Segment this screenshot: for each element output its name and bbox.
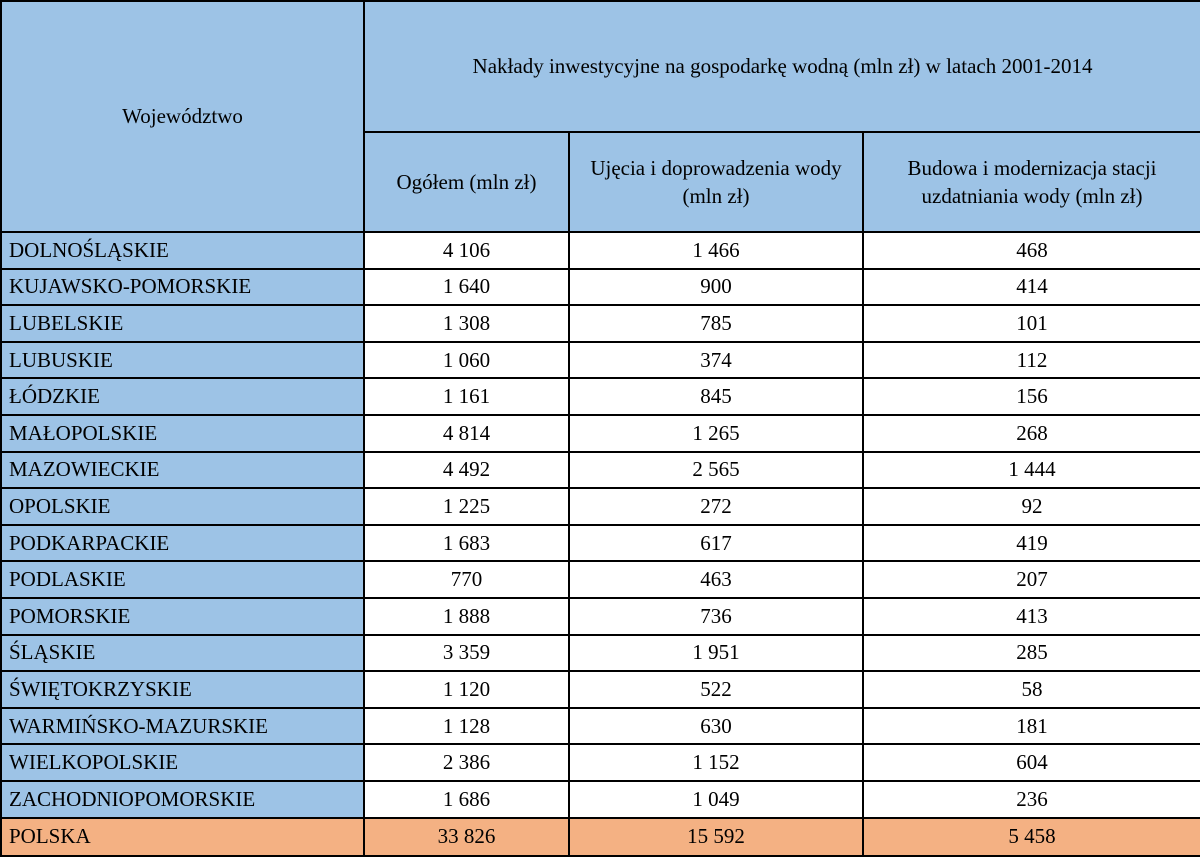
group-header-cell: Nakłady inwestycyjne na gospodarkę wodną… <box>362 0 1200 133</box>
table-body: DOLNOŚLĄSKIE 4 106 1 466 468 KUJAWSKO-PO… <box>0 231 1200 819</box>
value-intake: 1 466 <box>568 231 864 270</box>
table-row: LUBELSKIE 1 308 785 101 <box>0 304 1200 343</box>
value-intake: 1 951 <box>568 633 864 673</box>
table-row: OPOLSKIE 1 225 272 92 <box>0 487 1200 526</box>
voivodeship-name: MAŁOPOLSKIE <box>0 413 365 453</box>
value-stations: 1 444 <box>861 450 1200 490</box>
table-row: ŚLĄSKIE 3 359 1 951 285 <box>0 633 1200 673</box>
voivodeship-name: PODLASKIE <box>0 560 365 599</box>
value-total: 1 640 <box>363 267 570 307</box>
value-stations: 419 <box>861 523 1200 563</box>
value-total: 1 888 <box>363 596 570 636</box>
table-footer: POLSKA 33 826 15 592 5 458 <box>0 816 1200 857</box>
value-stations: 92 <box>861 487 1200 526</box>
value-total: 1 161 <box>363 377 570 416</box>
value-stations: 181 <box>861 706 1200 746</box>
value-total: 4 814 <box>363 413 570 453</box>
voivodeship-name: WIELKOPOLSKIE <box>0 743 365 782</box>
voivodeship-name: ŚWIĘTOKRZYSKIE <box>0 670 365 709</box>
value-intake: 272 <box>568 487 864 526</box>
value-intake: 2 565 <box>568 450 864 490</box>
table-row: PODLASKIE 770 463 207 <box>0 560 1200 599</box>
value-total: 1 308 <box>363 304 570 343</box>
group-header-row: Województwo Nakłady inwestycyjne na gosp… <box>0 0 1200 233</box>
value-total: 3 359 <box>363 633 570 673</box>
value-total: 1 683 <box>363 523 570 563</box>
table-row: DOLNOŚLĄSKIE 4 106 1 466 468 <box>0 231 1200 270</box>
table-row: ŁÓDZKIE 1 161 845 156 <box>0 377 1200 416</box>
table-row: WARMIŃSKO-MAZURSKIE 1 128 630 181 <box>0 706 1200 746</box>
value-intake: 374 <box>568 340 864 380</box>
value-intake: 1 265 <box>568 413 864 453</box>
table-row: MAZOWIECKIE 4 492 2 565 1 444 <box>0 450 1200 490</box>
value-stations: 112 <box>861 340 1200 380</box>
value-stations: 285 <box>861 633 1200 673</box>
total-row-label: POLSKA <box>0 816 365 857</box>
value-total: 1 686 <box>363 779 570 819</box>
subheader-ujecia: Ujęcia i doprowadzenia wody (mln zł) <box>568 131 864 233</box>
voivodeship-name: ŚLĄSKIE <box>0 633 365 673</box>
table-row: LUBUSKIE 1 060 374 112 <box>0 340 1200 380</box>
value-total: 1 120 <box>363 670 570 709</box>
voivodeship-name: WARMIŃSKO-MAZURSKIE <box>0 706 365 746</box>
value-intake: 1 152 <box>568 743 864 782</box>
total-value-total: 33 826 <box>363 816 570 857</box>
table-row: WIELKOPOLSKIE 2 386 1 152 604 <box>0 743 1200 782</box>
value-intake: 463 <box>568 560 864 599</box>
voivodeship-name: POMORSKIE <box>0 596 365 636</box>
value-stations: 468 <box>861 231 1200 270</box>
voivodeship-name: PODKARPACKIE <box>0 523 365 563</box>
value-total: 1 128 <box>363 706 570 746</box>
value-total: 4 106 <box>363 231 570 270</box>
voivodeship-name: ŁÓDZKIE <box>0 377 365 416</box>
value-intake: 785 <box>568 304 864 343</box>
subheader-budowa: Budowa i modernizacja stacji uzdatniania… <box>861 131 1200 233</box>
value-stations: 156 <box>861 377 1200 416</box>
voivodeship-name: LUBELSKIE <box>0 304 365 343</box>
voivodeship-name: MAZOWIECKIE <box>0 450 365 490</box>
voivodeship-name: ZACHODNIOPOMORSKIE <box>0 779 365 819</box>
value-total: 2 386 <box>363 743 570 782</box>
subheader-ogolem: Ogółem (mln zł) <box>363 131 570 233</box>
table-row: POMORSKIE 1 888 736 413 <box>0 596 1200 636</box>
value-stations: 414 <box>861 267 1200 307</box>
value-stations: 207 <box>861 560 1200 599</box>
value-intake: 845 <box>568 377 864 416</box>
value-total: 4 492 <box>363 450 570 490</box>
table-row: ŚWIĘTOKRZYSKIE 1 120 522 58 <box>0 670 1200 709</box>
table-row: PODKARPACKIE 1 683 617 419 <box>0 523 1200 563</box>
value-intake: 630 <box>568 706 864 746</box>
table-row: KUJAWSKO-POMORSKIE 1 640 900 414 <box>0 267 1200 307</box>
total-value-intake: 15 592 <box>568 816 864 857</box>
voivodeship-name: OPOLSKIE <box>0 487 365 526</box>
value-total: 770 <box>363 560 570 599</box>
value-stations: 101 <box>861 304 1200 343</box>
voivodeship-name: LUBUSKIE <box>0 340 365 380</box>
total-value-stations: 5 458 <box>861 816 1200 857</box>
value-intake: 736 <box>568 596 864 636</box>
table-row: ZACHODNIOPOMORSKIE 1 686 1 049 236 <box>0 779 1200 819</box>
table-row: MAŁOPOLSKIE 4 814 1 265 268 <box>0 413 1200 453</box>
total-row: POLSKA 33 826 15 592 5 458 <box>0 816 1200 857</box>
sub-header-row: Ogółem (mln zł) Ujęcia i doprowadzenia w… <box>1 131 1200 233</box>
value-stations: 268 <box>861 413 1200 453</box>
value-stations: 236 <box>861 779 1200 819</box>
value-stations: 604 <box>861 743 1200 782</box>
value-intake: 900 <box>568 267 864 307</box>
table-header: Województwo Nakłady inwestycyjne na gosp… <box>0 0 1200 233</box>
value-intake: 617 <box>568 523 864 563</box>
voivodeship-name: KUJAWSKO-POMORSKIE <box>0 267 365 307</box>
value-total: 1 060 <box>363 340 570 380</box>
value-stations: 413 <box>861 596 1200 636</box>
value-intake: 522 <box>568 670 864 709</box>
value-stations: 58 <box>861 670 1200 709</box>
value-total: 1 225 <box>363 487 570 526</box>
voivodeship-name: DOLNOŚLĄSKIE <box>0 231 365 270</box>
value-intake: 1 049 <box>568 779 864 819</box>
corner-header-cell: Województwo <box>0 0 365 233</box>
